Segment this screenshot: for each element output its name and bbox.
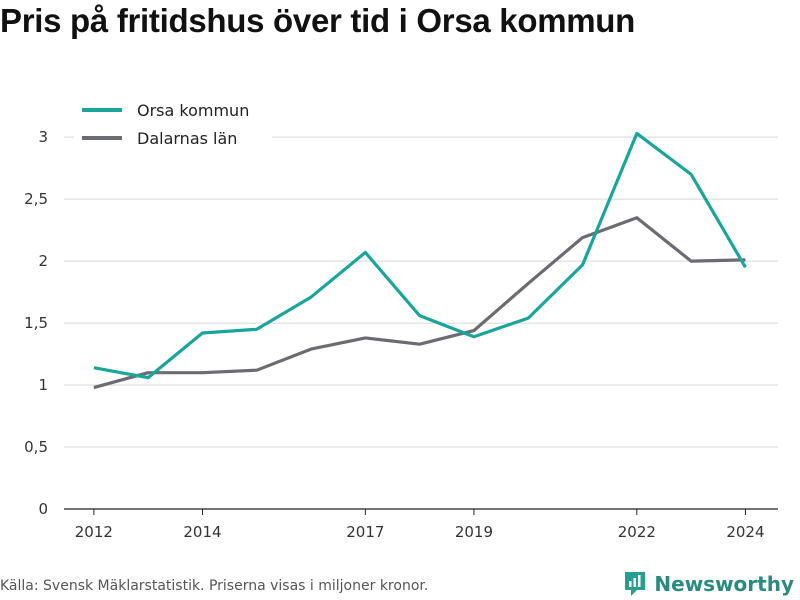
data-point[interactable] [418,343,421,346]
data-point[interactable] [418,314,421,317]
legend: Orsa kommun Dalarnas län [74,96,272,156]
data-point[interactable] [309,348,312,351]
data-point[interactable] [201,371,204,374]
grid-lines [64,136,778,510]
data-point[interactable] [147,376,150,379]
source-note: Källa: Svensk Mäklarstatistik. Priserna … [0,578,429,594]
data-point[interactable] [527,282,530,285]
y-tick-label: 1 [38,376,48,394]
brand-name: Newsworthy [654,572,794,596]
y-axis-ticks: 0 0,5 1 1,5 2 2,5 3 [24,128,48,518]
x-axis-ticks: 2012 2014 2017 2019 2022 2024 [75,509,765,541]
data-point[interactable] [92,386,95,389]
x-tick-label: 2024 [726,523,764,541]
data-point[interactable] [255,328,258,331]
newsworthy-logo-icon [625,572,646,596]
x-tick-label: 2017 [346,523,384,541]
x-tick-label: 2014 [183,523,221,541]
data-point[interactable] [527,317,530,320]
data-point[interactable] [472,335,475,338]
legend-label[interactable]: Dalarnas län [137,129,237,148]
data-point[interactable] [635,132,638,135]
series-line-1[interactable] [93,216,746,390]
data-point[interactable] [201,331,204,334]
data-point[interactable] [690,260,693,263]
data-point[interactable] [744,258,747,261]
data-point[interactable] [147,371,150,374]
y-tick-label: 2,5 [24,190,48,208]
y-tick-label: 2 [38,252,48,270]
series-line-0[interactable] [93,131,747,380]
data-point[interactable] [92,366,95,369]
data-point[interactable] [364,336,367,339]
x-tick-label: 2022 [618,523,656,541]
data-point[interactable] [472,329,475,332]
y-tick-label: 3 [38,128,48,146]
data-point[interactable] [690,173,693,176]
data-point[interactable] [635,216,638,219]
series-lines [92,131,747,390]
data-point[interactable] [581,263,584,266]
data-point[interactable] [364,251,367,254]
chart-title: Pris på fritidshus över tid i Orsa kommu… [0,2,636,39]
y-tick-label: 1,5 [24,314,48,332]
x-tick-label: 2012 [75,523,113,541]
brand-logo[interactable]: Newsworthy [623,570,794,598]
legend-background [74,96,272,156]
legend-label[interactable]: Orsa kommun [137,101,249,120]
data-point[interactable] [744,266,747,269]
data-point[interactable] [255,369,258,372]
data-point[interactable] [309,295,312,298]
x-tick-label: 2019 [455,523,493,541]
data-point[interactable] [581,236,584,239]
y-tick-label: 0 [38,500,48,518]
y-tick-label: 0,5 [24,438,48,456]
